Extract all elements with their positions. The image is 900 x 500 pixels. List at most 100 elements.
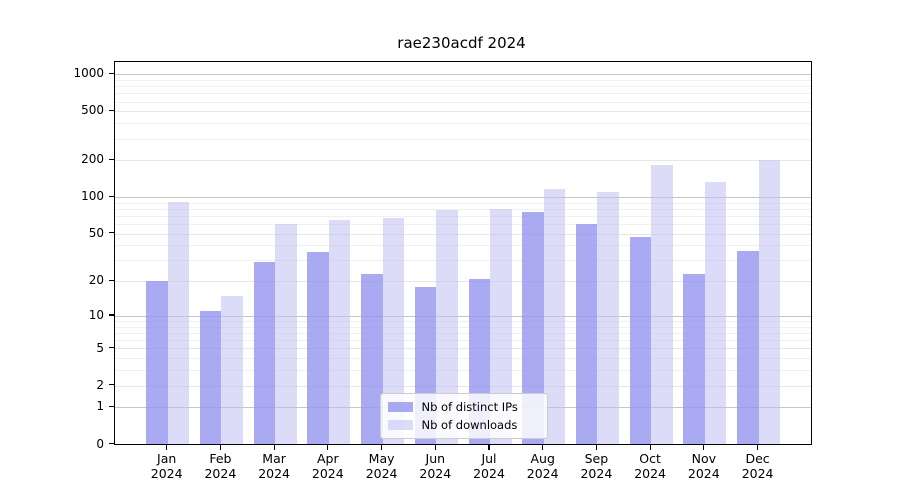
gridline-9 bbox=[114, 321, 811, 323]
legend-label-downloads: Nb of downloads bbox=[421, 417, 518, 432]
x-tick-label-oct: Oct 2024 bbox=[634, 450, 666, 481]
bar-downloads-feb bbox=[221, 295, 243, 445]
distinct-ips-swatch-icon bbox=[387, 401, 413, 412]
bar-distinct-ips-oct bbox=[629, 237, 652, 445]
gridline-6 bbox=[114, 340, 811, 342]
y-tick-mark-1 bbox=[108, 405, 114, 407]
y-tick-label-10: 10 bbox=[88, 308, 104, 322]
x-tick-mark-jan bbox=[166, 445, 168, 450]
x-tick-label-aug: Aug 2024 bbox=[526, 450, 559, 481]
y-tick-label-0: 0 bbox=[96, 436, 104, 451]
x-tick-mark-aug bbox=[542, 445, 544, 450]
y-tick-label-5: 5 bbox=[96, 340, 104, 355]
bar-distinct-ips-aug bbox=[522, 212, 544, 445]
gridline-8 bbox=[114, 326, 811, 328]
gridline-90 bbox=[114, 202, 811, 204]
y-tick-label-1000: 1000 bbox=[73, 66, 104, 81]
bar-distinct-ips-dec bbox=[737, 250, 759, 445]
bar-downloads-sep bbox=[597, 191, 619, 445]
y-tick-label-50: 50 bbox=[88, 225, 104, 240]
bar-distinct-ips-sep bbox=[575, 224, 598, 445]
y-tick-label-200: 200 bbox=[81, 152, 104, 167]
gridline-10 bbox=[114, 315, 811, 317]
x-tick-mark-nov bbox=[703, 445, 705, 450]
bar-downloads-may bbox=[382, 217, 405, 445]
x-tick-label-jul: Jul 2024 bbox=[473, 450, 505, 481]
x-tick-mark-sep bbox=[595, 445, 597, 450]
x-tick-label-nov: Nov 2024 bbox=[687, 450, 720, 481]
y-tick-mark-5 bbox=[108, 346, 114, 349]
gridline-100 bbox=[114, 197, 811, 199]
legend: Nb of distinct IPs Nb of downloads bbox=[379, 392, 548, 439]
gridline-20 bbox=[114, 281, 811, 283]
x-tick-label-dec: Dec 2024 bbox=[741, 450, 774, 481]
bar-downloads-apr bbox=[328, 219, 351, 445]
gridline-1000 bbox=[114, 74, 811, 76]
gridline-60 bbox=[114, 224, 811, 226]
y-tick-mark-2 bbox=[108, 384, 114, 386]
bar-distinct-ips-jan bbox=[146, 281, 168, 445]
y-tick-label-100: 100 bbox=[81, 189, 104, 204]
x-tick-label-apr: Apr 2024 bbox=[311, 450, 344, 481]
x-tick-label-mar: Mar 2024 bbox=[258, 450, 290, 481]
gridline-3 bbox=[114, 370, 811, 372]
gridline-200 bbox=[114, 160, 811, 162]
gridline-700 bbox=[114, 93, 811, 95]
bar-distinct-ips-may bbox=[361, 274, 383, 445]
gridline-500 bbox=[114, 111, 811, 113]
gridline-80 bbox=[114, 208, 811, 210]
gridline-7 bbox=[114, 333, 811, 335]
gridline-300 bbox=[114, 138, 811, 140]
y-tick-mark-0 bbox=[108, 442, 114, 445]
y-tick-mark-1000 bbox=[108, 72, 114, 74]
y-tick-mark-500 bbox=[108, 109, 114, 111]
bar-distinct-ips-mar bbox=[253, 262, 276, 445]
x-tick-mark-dec bbox=[757, 445, 759, 450]
bar-downloads-dec bbox=[758, 160, 781, 445]
downloads-swatch-icon bbox=[387, 419, 413, 430]
gridline-5 bbox=[114, 348, 811, 350]
gridline-600 bbox=[114, 101, 811, 103]
bar-downloads-nov bbox=[704, 181, 727, 445]
gridline-800 bbox=[114, 86, 811, 88]
legend-label-distinct-ips: Nb of distinct IPs bbox=[421, 399, 518, 414]
bar-downloads-oct bbox=[651, 165, 673, 445]
gridline-900 bbox=[114, 79, 811, 81]
y-tick-mark-10 bbox=[108, 314, 114, 316]
y-tick-mark-100 bbox=[108, 195, 114, 197]
y-tick-label-2: 2 bbox=[96, 377, 104, 392]
chart-title: rae230acdf 2024 bbox=[397, 34, 526, 52]
x-tick-label-jun: Jun 2024 bbox=[419, 450, 452, 481]
x-tick-mark-feb bbox=[219, 445, 221, 450]
bar-downloads-mar bbox=[275, 224, 297, 445]
y-tick-label-500: 500 bbox=[81, 103, 104, 118]
x-tick-mark-jun bbox=[434, 445, 436, 450]
bar-downloads-aug bbox=[543, 189, 566, 445]
x-tick-label-may: May 2024 bbox=[365, 450, 398, 481]
y-tick-mark-200 bbox=[108, 158, 114, 160]
x-tick-mark-apr bbox=[327, 445, 329, 450]
bar-distinct-ips-feb bbox=[199, 311, 222, 445]
gridline-2 bbox=[114, 385, 811, 387]
bar-downloads-jun bbox=[436, 210, 458, 445]
bar-downloads-jan bbox=[167, 201, 190, 445]
y-tick-mark-20 bbox=[108, 279, 114, 281]
gridline-50 bbox=[114, 233, 811, 235]
y-tick-label-1: 1 bbox=[96, 399, 104, 414]
bar-distinct-ips-nov bbox=[683, 274, 705, 445]
gridline-70 bbox=[114, 216, 811, 218]
gridline-4 bbox=[114, 358, 811, 360]
plot-area: Nb of distinct IPs Nb of downloads bbox=[113, 60, 812, 446]
gridline-400 bbox=[114, 123, 811, 125]
x-tick-label-sep: Sep 2024 bbox=[580, 450, 613, 481]
legend-row-downloads: Nb of downloads bbox=[381, 418, 547, 432]
x-tick-label-feb: Feb 2024 bbox=[204, 450, 237, 481]
x-tick-mark-may bbox=[381, 445, 383, 450]
x-tick-label-jan: Jan 2024 bbox=[150, 450, 183, 481]
gridline-30 bbox=[114, 260, 811, 262]
y-tick-label-20: 20 bbox=[88, 273, 104, 288]
x-tick-mark-jul bbox=[488, 445, 490, 450]
legend-row-distinct-ips: Nb of distinct IPs bbox=[381, 400, 547, 414]
bar-downloads-jul bbox=[490, 208, 512, 445]
